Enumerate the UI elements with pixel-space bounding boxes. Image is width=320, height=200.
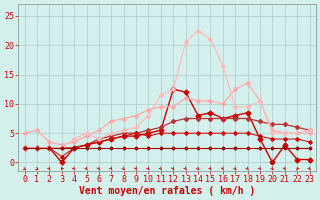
X-axis label: Vent moyen/en rafales ( km/h ): Vent moyen/en rafales ( km/h ) [79, 186, 255, 196]
